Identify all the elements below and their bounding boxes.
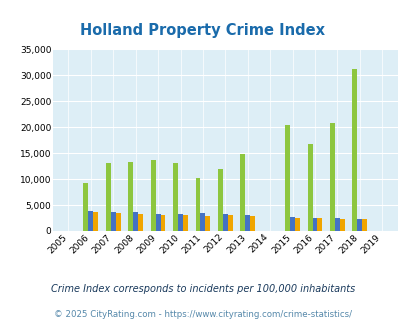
Bar	[290, 217, 294, 231]
Bar	[138, 214, 143, 231]
Text: © 2025 CityRating.com - https://www.cityrating.com/crime-statistics/: © 2025 CityRating.com - https://www.city…	[54, 310, 351, 319]
Bar	[249, 216, 254, 231]
Bar	[183, 215, 188, 231]
Bar	[245, 215, 249, 231]
Text: Crime Index corresponds to incidents per 100,000 inhabitants: Crime Index corresponds to incidents per…	[51, 284, 354, 294]
Bar	[195, 178, 200, 231]
Bar	[155, 214, 160, 231]
Bar	[200, 213, 205, 231]
Bar	[106, 163, 111, 231]
Bar	[150, 160, 155, 231]
Bar	[222, 214, 227, 231]
Bar	[312, 217, 317, 231]
Bar	[128, 161, 133, 231]
Text: Holland Property Crime Index: Holland Property Crime Index	[80, 23, 325, 38]
Bar	[173, 163, 178, 231]
Bar	[111, 212, 115, 231]
Bar	[133, 212, 138, 231]
Bar	[361, 218, 366, 231]
Bar	[217, 169, 222, 231]
Bar	[205, 216, 210, 231]
Bar	[178, 214, 183, 231]
Bar	[356, 219, 361, 231]
Bar	[160, 215, 165, 231]
Bar	[294, 217, 299, 231]
Bar	[88, 211, 93, 231]
Bar	[93, 212, 98, 231]
Bar	[284, 125, 290, 231]
Bar	[307, 144, 312, 231]
Bar	[83, 183, 88, 231]
Bar	[240, 154, 245, 231]
Bar	[352, 69, 356, 231]
Bar	[339, 218, 344, 231]
Bar	[329, 123, 334, 231]
Bar	[317, 218, 322, 231]
Bar	[115, 214, 120, 231]
Bar	[227, 215, 232, 231]
Bar	[334, 217, 339, 231]
